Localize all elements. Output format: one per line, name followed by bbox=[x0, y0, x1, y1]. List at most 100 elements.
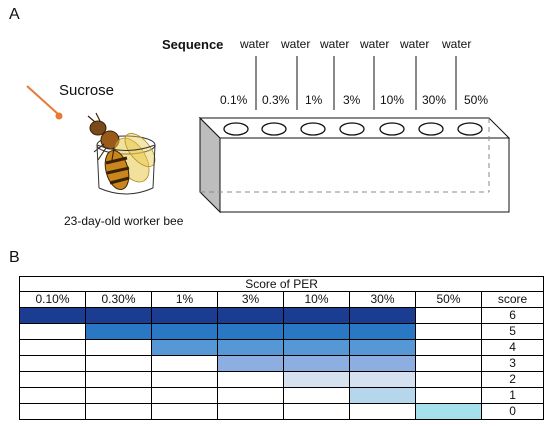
score-cell bbox=[415, 387, 482, 404]
per-score-table: Score of PER 0.10% 0.30% 1% 3% 10% 30% 5… bbox=[18, 276, 545, 420]
score-cell bbox=[19, 355, 86, 372]
score-cell bbox=[19, 307, 86, 324]
score-cell bbox=[415, 403, 482, 420]
score-value: 6 bbox=[480, 307, 545, 324]
table-row: 2 bbox=[19, 371, 545, 388]
score-value: 2 bbox=[480, 371, 545, 388]
score-cell bbox=[19, 323, 86, 340]
score-cell bbox=[283, 403, 350, 420]
column-header: 0.30% bbox=[85, 291, 152, 308]
score-cell bbox=[217, 307, 284, 324]
score-cell bbox=[349, 371, 416, 388]
score-cell bbox=[283, 371, 350, 388]
concentration-label: 30% bbox=[422, 93, 446, 107]
column-header: 50% bbox=[415, 291, 482, 308]
score-cell bbox=[283, 323, 350, 340]
score-cell bbox=[151, 307, 218, 324]
score-cell bbox=[283, 387, 350, 404]
column-header: 3% bbox=[217, 291, 284, 308]
score-cell bbox=[415, 371, 482, 388]
concentration-label: 1% bbox=[305, 93, 323, 107]
table-row: 0 bbox=[19, 403, 545, 420]
experiment-diagram: Sequence water water water water water w… bbox=[26, 37, 511, 228]
sequence-label: Sequence bbox=[162, 37, 223, 52]
score-cell bbox=[415, 355, 482, 372]
water-label: water bbox=[239, 37, 269, 51]
bee-in-tube-icon bbox=[87, 112, 156, 195]
column-header: score bbox=[480, 291, 545, 308]
score-cell bbox=[151, 323, 218, 340]
well-icon bbox=[457, 122, 483, 136]
score-cell bbox=[283, 339, 350, 356]
score-cell bbox=[349, 323, 416, 340]
column-header: 10% bbox=[283, 291, 350, 308]
sucrose-stick-icon bbox=[26, 85, 59, 115]
score-cell bbox=[85, 403, 152, 420]
sucrose-droplet-icon bbox=[55, 112, 63, 120]
well-icon bbox=[300, 122, 326, 136]
table-row: 4 bbox=[19, 339, 545, 356]
concentration-label: 0.3% bbox=[262, 93, 290, 107]
table-row: 5 bbox=[19, 323, 545, 340]
table-row: 3 bbox=[19, 355, 545, 372]
score-value: 3 bbox=[480, 355, 545, 372]
water-label: water bbox=[399, 37, 429, 51]
score-cell bbox=[151, 371, 218, 388]
sequence-separators bbox=[255, 56, 457, 110]
table-title: Score of PER bbox=[18, 276, 545, 292]
well-icon bbox=[379, 122, 405, 136]
score-value: 4 bbox=[480, 339, 545, 356]
concentration-label: 0.1% bbox=[220, 93, 248, 107]
score-cell bbox=[349, 307, 416, 324]
score-cell bbox=[19, 403, 86, 420]
score-cell bbox=[85, 339, 152, 356]
score-cell bbox=[349, 339, 416, 356]
score-cell bbox=[217, 403, 284, 420]
well-icon bbox=[418, 122, 444, 136]
score-cell bbox=[85, 323, 152, 340]
table-header-row: 0.10% 0.30% 1% 3% 10% 30% 50% score bbox=[19, 291, 545, 308]
panel-letter-a: A bbox=[9, 6, 20, 23]
bee-caption: 23-day-old worker bee bbox=[64, 214, 184, 228]
score-cell bbox=[19, 387, 86, 404]
score-cell bbox=[349, 355, 416, 372]
well-icon bbox=[223, 122, 249, 136]
score-cell bbox=[217, 355, 284, 372]
water-label: water bbox=[359, 37, 389, 51]
column-header: 1% bbox=[151, 291, 218, 308]
well-icon bbox=[261, 122, 287, 136]
score-cell bbox=[151, 355, 218, 372]
score-cell bbox=[151, 339, 218, 356]
score-cell bbox=[85, 371, 152, 388]
score-cell bbox=[19, 339, 86, 356]
concentration-label: 3% bbox=[343, 93, 361, 107]
feeder-box bbox=[198, 116, 511, 214]
water-label: water bbox=[280, 37, 310, 51]
score-cell bbox=[283, 307, 350, 324]
column-header: 0.10% bbox=[19, 291, 86, 308]
score-cell bbox=[349, 387, 416, 404]
score-cell bbox=[415, 307, 482, 324]
score-cell bbox=[349, 403, 416, 420]
concentration-label: 10% bbox=[380, 93, 404, 107]
score-cell bbox=[415, 323, 482, 340]
panel-letter-b: B bbox=[9, 249, 20, 266]
score-cell bbox=[283, 355, 350, 372]
score-cell bbox=[151, 387, 218, 404]
feeder-wells bbox=[223, 122, 483, 136]
score-cell bbox=[217, 339, 284, 356]
score-cell bbox=[85, 307, 152, 324]
concentration-label: 50% bbox=[464, 93, 488, 107]
score-value: 1 bbox=[480, 387, 545, 404]
score-cell bbox=[217, 387, 284, 404]
score-cell bbox=[217, 371, 284, 388]
score-cell bbox=[19, 371, 86, 388]
score-value: 0 bbox=[480, 403, 545, 420]
score-cell bbox=[217, 323, 284, 340]
score-cell bbox=[85, 355, 152, 372]
table-row: 6 bbox=[19, 307, 545, 324]
score-cell bbox=[415, 339, 482, 356]
score-cell bbox=[85, 387, 152, 404]
table-row: 1 bbox=[19, 387, 545, 404]
score-value: 5 bbox=[480, 323, 545, 340]
